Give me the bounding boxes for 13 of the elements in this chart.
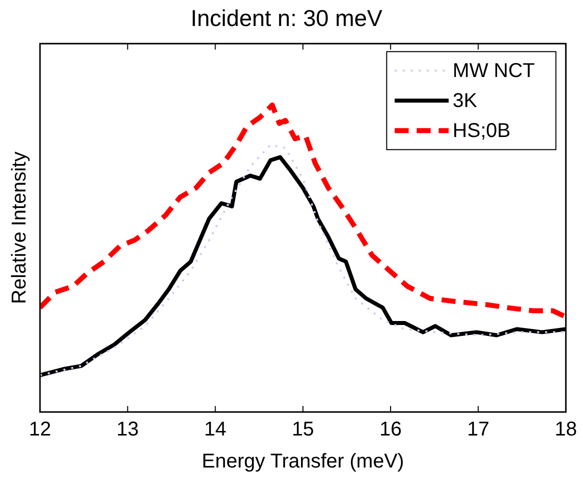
chart-title: Incident n: 30 meV bbox=[190, 5, 384, 32]
x-tick-label: 16 bbox=[379, 418, 402, 441]
x-tick-label: 12 bbox=[28, 418, 52, 441]
legend-label: MW NCT bbox=[452, 60, 535, 82]
x-tick-label: 15 bbox=[292, 418, 314, 441]
y-axis-title: Relative Intensity bbox=[8, 152, 31, 304]
x-tick-label: 13 bbox=[116, 418, 139, 441]
legend-label: 3K bbox=[452, 90, 478, 112]
x-tick-label: 17 bbox=[467, 418, 490, 441]
x-tick-label: 18 bbox=[554, 418, 577, 441]
x-axis-title: Energy Transfer (meV) bbox=[202, 450, 404, 473]
legend-label: HS;0B bbox=[452, 120, 510, 142]
x-tick-label: 14 bbox=[204, 418, 226, 441]
